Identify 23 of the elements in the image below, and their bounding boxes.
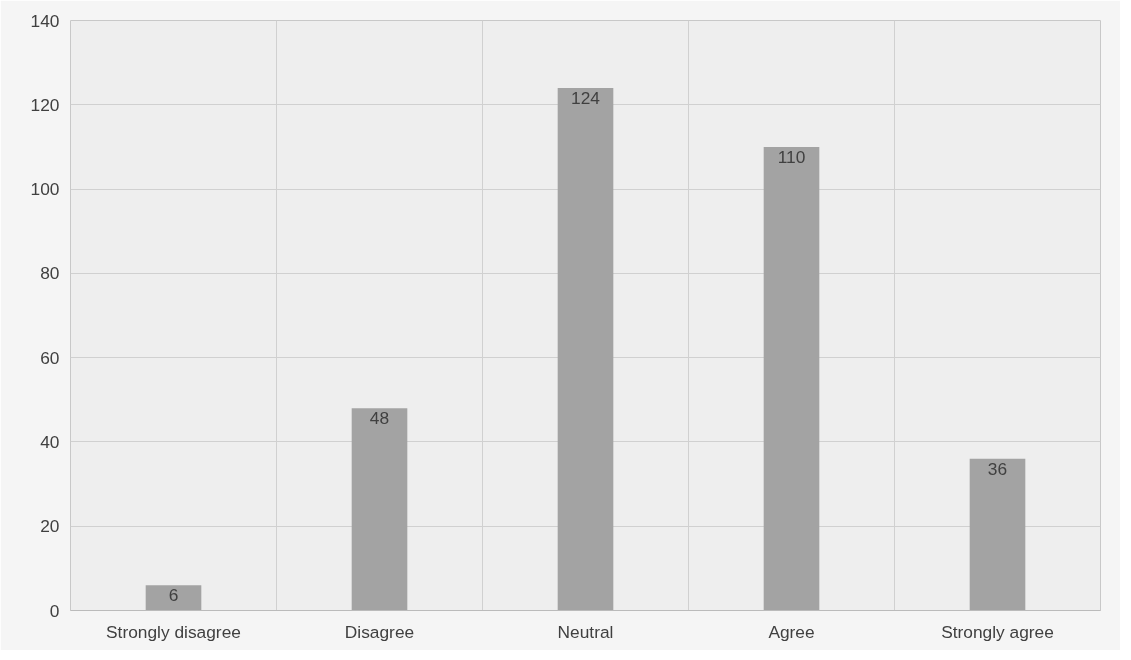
x-tick-label: Agree xyxy=(768,621,815,642)
y-tick-label: 60 xyxy=(40,347,60,368)
bar xyxy=(351,408,408,611)
y-tick-label: 20 xyxy=(40,516,60,537)
y-tick-label: 140 xyxy=(30,10,60,31)
data-label: 48 xyxy=(369,408,390,429)
x-tick-label: Strongly disagree xyxy=(106,621,241,642)
bar xyxy=(763,146,820,611)
x-tick-label: Strongly agree xyxy=(941,621,1054,642)
y-tick-label: 40 xyxy=(40,431,60,452)
data-label: 6 xyxy=(168,585,179,606)
bar xyxy=(969,458,1026,611)
y-tick-label: 80 xyxy=(40,263,60,284)
y-tick-label: 0 xyxy=(49,600,60,621)
y-tick-label: 120 xyxy=(30,94,60,115)
x-tick-label: Neutral xyxy=(557,621,614,642)
y-tick-label: 100 xyxy=(30,179,60,200)
data-label: 124 xyxy=(571,87,601,108)
data-label: 36 xyxy=(987,458,1008,479)
x-tick-label: Disagree xyxy=(344,621,415,642)
data-label: 110 xyxy=(777,146,806,167)
bar xyxy=(145,585,202,611)
bar xyxy=(557,87,614,611)
